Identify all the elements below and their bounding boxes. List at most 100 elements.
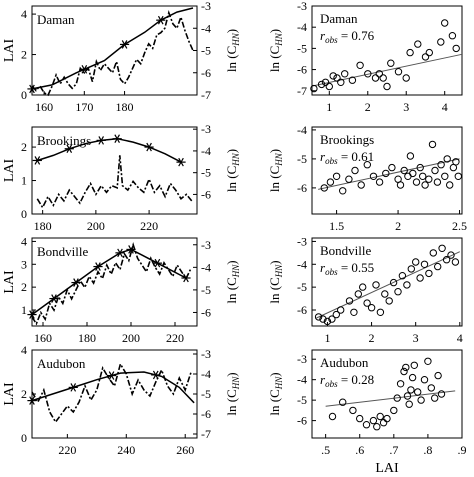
lai-star-marker bbox=[157, 15, 164, 25]
y-tick-label: -6 bbox=[297, 181, 307, 195]
scatter-point bbox=[433, 178, 442, 186]
y-tick-label-left: 2 bbox=[21, 48, 27, 62]
lai-star-marker bbox=[51, 294, 57, 303]
scatter-point bbox=[400, 166, 408, 175]
y-tick-label-right: -5 bbox=[201, 387, 211, 401]
r-obs-annotation: robs = 0.55 bbox=[320, 260, 374, 277]
y-axis-label-ln-chn: ln (CHN) bbox=[224, 372, 241, 415]
panel-frame bbox=[311, 5, 463, 96]
scatter-point bbox=[434, 262, 442, 271]
series-lai bbox=[31, 371, 195, 404]
scatter-point bbox=[394, 288, 402, 296]
scatter-point bbox=[389, 278, 398, 287]
x-tick-label: 220 bbox=[140, 219, 158, 233]
scatter-point bbox=[379, 74, 387, 82]
scatter-point bbox=[363, 299, 371, 307]
y-tick-label: -3 bbox=[297, 0, 307, 13]
scatter-point bbox=[339, 398, 347, 406]
scatter-point bbox=[376, 412, 384, 421]
x-tick-label: 200 bbox=[122, 331, 140, 345]
scatter-panel-bondville: 1 2 3 4 -3 -4 -5 -6 Bondville robs = 0.55 ln (CHN) bbox=[267, 234, 463, 345]
scatter-y-axis-label: ln (CHN) bbox=[267, 372, 284, 415]
scatter-point bbox=[451, 258, 460, 266]
scatter-point bbox=[405, 400, 413, 408]
y-tick-label: -7 bbox=[297, 84, 307, 98]
scatter-point bbox=[390, 406, 398, 415]
regression-line bbox=[325, 390, 456, 407]
scatter-point bbox=[339, 187, 347, 195]
lai-star-marker bbox=[70, 383, 77, 392]
scatter-point bbox=[387, 59, 395, 67]
scatter-point bbox=[314, 313, 323, 321]
scatter-point bbox=[403, 281, 411, 289]
scatter-point bbox=[357, 181, 365, 189]
y-tick-label-left: 2 bbox=[21, 387, 27, 401]
site-label: Audubon bbox=[37, 356, 86, 371]
y-tick-label-right: -4 bbox=[201, 21, 211, 35]
lai-star-marker bbox=[29, 84, 35, 94]
lai-star-marker bbox=[154, 258, 161, 268]
timeseries-panel-bondville: 160 180 200 220 1 2 3 4 -3 -4 -5 -6 Bondville LAI ln (… bbox=[2, 234, 241, 345]
y-tick-label-right: -3 bbox=[201, 238, 211, 252]
scatter-point bbox=[379, 419, 388, 427]
y-tick-label: -6 bbox=[297, 303, 307, 317]
scatter-point bbox=[420, 376, 429, 384]
y-tick-label: -6 bbox=[297, 63, 307, 77]
scatter-point bbox=[425, 175, 433, 183]
y-tick-label-left: 0 bbox=[21, 88, 27, 102]
scatter-point bbox=[383, 414, 391, 423]
lai-star-marker bbox=[29, 396, 35, 405]
y-tick-label-right: -4 bbox=[201, 367, 211, 381]
scatter-point bbox=[362, 421, 371, 429]
x-tick-label: 1 bbox=[324, 331, 330, 345]
x-tick-label: 160 bbox=[34, 331, 52, 345]
y-tick-label: -4 bbox=[297, 257, 307, 271]
panel-frame bbox=[31, 237, 198, 327]
x-tick-label: 260 bbox=[176, 443, 194, 457]
timeseries-panel-audubon: 220 240 260 0 2 4 -3 -4 -5 -6 -7 Audubon LAI ln (CHN) bbox=[2, 343, 241, 457]
series-ln-chn bbox=[36, 155, 193, 210]
y-tick-label: -4 bbox=[297, 123, 307, 137]
scatter-point bbox=[382, 169, 390, 178]
lai-star-marker bbox=[121, 40, 128, 49]
y-tick-label-left: 2 bbox=[21, 280, 27, 294]
x-tick-label: 1.5 bbox=[329, 219, 344, 233]
panel-frame bbox=[311, 237, 463, 327]
scatter-point bbox=[400, 367, 408, 376]
y-tick-label-left: 4 bbox=[21, 234, 27, 248]
scatter-x-axis-label: LAI bbox=[375, 461, 399, 476]
y-axis-label-lai: LAI bbox=[2, 270, 17, 294]
y-tick-label-right: -6 bbox=[201, 305, 211, 319]
panel-frame bbox=[311, 126, 463, 215]
lai-star-marker bbox=[108, 371, 115, 380]
scatter-point bbox=[402, 363, 410, 372]
x-tick-label: .6 bbox=[355, 443, 364, 457]
y-tick-label: -6 bbox=[297, 414, 307, 428]
scatter-point bbox=[442, 256, 451, 264]
x-tick-label: 180 bbox=[116, 100, 134, 114]
scatter-point bbox=[337, 306, 345, 314]
site-label: Daman bbox=[320, 11, 358, 26]
x-tick-label: 180 bbox=[78, 331, 96, 345]
scatter-point bbox=[348, 76, 357, 84]
scatter-point bbox=[349, 406, 357, 415]
x-tick-label: 4 bbox=[442, 100, 448, 114]
scatter-point bbox=[428, 140, 437, 149]
x-tick-label: 240 bbox=[117, 443, 135, 457]
scatter-point bbox=[425, 48, 433, 57]
scatter-point bbox=[431, 166, 439, 175]
scatter-point bbox=[409, 169, 417, 178]
y-tick-label-left: 1 bbox=[21, 303, 27, 317]
scatter-point bbox=[369, 172, 378, 181]
lai-star-marker bbox=[98, 136, 105, 145]
y-tick-label-left: 2 bbox=[21, 140, 27, 154]
scatter-point bbox=[431, 394, 439, 402]
scatter-point bbox=[408, 373, 417, 382]
scatter-point bbox=[412, 258, 420, 266]
scatter-point bbox=[452, 44, 460, 53]
scatter-point bbox=[345, 175, 353, 183]
scatter-point bbox=[396, 181, 405, 189]
lai-star-marker bbox=[73, 278, 79, 287]
y-tick-label: -3 bbox=[297, 352, 307, 366]
scatter-point bbox=[393, 394, 401, 402]
